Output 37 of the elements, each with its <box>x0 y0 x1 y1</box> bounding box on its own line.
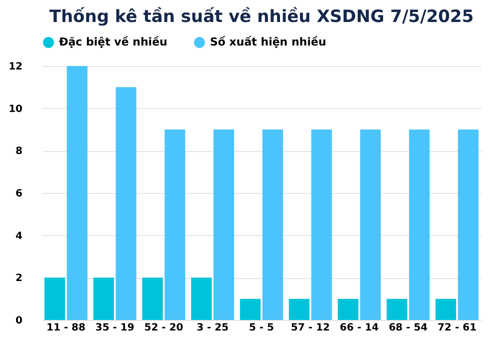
bar <box>436 298 456 320</box>
bar <box>240 298 261 320</box>
bar <box>288 298 310 320</box>
bar <box>214 130 234 320</box>
bar <box>262 130 284 320</box>
bar <box>386 298 408 320</box>
x-tick-label: 66 - 14 <box>340 322 379 334</box>
x-tick-label: 11 - 88 <box>46 322 86 334</box>
bar <box>360 130 381 320</box>
bar <box>116 87 136 320</box>
x-tick-label: 52 - 20 <box>144 322 184 334</box>
x-tick-label: 72 - 61 <box>438 322 477 334</box>
bar <box>93 278 114 320</box>
y-tick-label: 8 <box>16 146 23 158</box>
legend-label: Số xuất hiện nhiều <box>210 36 326 49</box>
bar <box>458 130 479 320</box>
bar <box>409 130 430 320</box>
y-tick-label: 10 <box>8 104 23 115</box>
chart-title: Thống kê tần suất về nhiều XSDNG 7/5/2025 <box>49 7 474 27</box>
x-tick-label: 68 - 54 <box>388 322 428 334</box>
legend-label: Đặc biệt về nhiều <box>59 36 168 49</box>
bar <box>44 278 66 320</box>
y-tick-label: 4 <box>16 230 23 242</box>
x-tick-label: 5 - 5 <box>248 322 274 334</box>
x-tick-label: 35 - 19 <box>95 322 134 334</box>
y-tick-label: 0 <box>16 316 23 326</box>
x-tick-label: 57 - 12 <box>290 322 330 334</box>
bar <box>191 278 212 320</box>
bar <box>142 278 163 320</box>
bar <box>311 130 332 320</box>
bar <box>66 66 88 320</box>
x-tick-label: 3 - 25 <box>196 322 229 334</box>
bar <box>338 298 358 320</box>
y-tick-label: 12 <box>8 62 23 72</box>
bar <box>164 130 186 320</box>
y-tick-label: 6 <box>16 188 23 200</box>
y-tick-label: 2 <box>16 273 23 284</box>
